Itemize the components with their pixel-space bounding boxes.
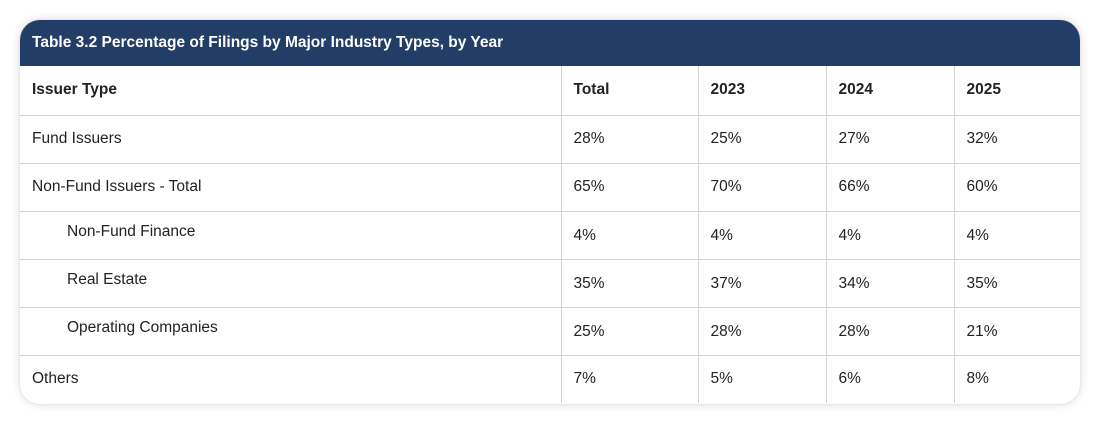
row-label-indented: Operating Companies <box>20 307 562 356</box>
row-label-indented: Non-Fund Finance <box>20 211 562 260</box>
cell-2025: 60% <box>954 163 1080 212</box>
cell-2023: 4% <box>698 211 827 260</box>
table-row: Non-Fund Finance 4% 4% 4% 4% <box>20 211 1080 260</box>
cell-2024: 66% <box>826 163 955 212</box>
cell-2023: 5% <box>698 355 827 403</box>
table-row: Real Estate 35% 37% 34% 35% <box>20 259 1080 308</box>
filings-table: Issuer Type Total 2023 2024 2025 Fund Is… <box>20 66 1080 403</box>
cell-2023: 25% <box>698 115 827 164</box>
cell-2025: 8% <box>966 370 989 388</box>
cell-2024: 4% <box>826 211 955 260</box>
cell-2024: 34% <box>826 259 955 308</box>
cell-2025: 35% <box>954 259 1080 308</box>
cell-total: 7% <box>561 355 699 403</box>
column-header-total: Total <box>561 66 699 116</box>
table-card: Table 3.2 Percentage of Filings by Major… <box>20 20 1080 404</box>
cell-total: 35% <box>561 259 699 308</box>
column-header-2025: 2025 <box>954 66 1080 116</box>
row-label: Non-Fund Issuers - Total <box>20 163 562 212</box>
cell-2025: 21% <box>954 307 1080 356</box>
table-row: Fund Issuers 28% 25% 27% 32% <box>20 115 1080 164</box>
table-row: Non-Fund Issuers - Total 65% 70% 66% 60% <box>20 163 1080 212</box>
table-title: Table 3.2 Percentage of Filings by Major… <box>20 20 1080 66</box>
cell-total: 25% <box>561 307 699 356</box>
cell-2023: 70% <box>698 163 827 212</box>
row-label: Others <box>20 355 562 403</box>
cell-total: 28% <box>561 115 699 164</box>
cell-2024: 6% <box>826 355 955 403</box>
cell-total: 65% <box>561 163 699 212</box>
cell-2023: 37% <box>698 259 827 308</box>
table-row: Operating Companies 25% 28% 28% 21% <box>20 307 1080 356</box>
cell-2023: 28% <box>698 307 827 356</box>
column-header-2023: 2023 <box>698 66 827 116</box>
table-row: Others 7% 5% 6% 8% <box>20 355 1080 403</box>
cell-total: 4% <box>561 211 699 260</box>
cell-2024: 27% <box>826 115 955 164</box>
cell-2025: 32% <box>954 115 1080 164</box>
cell-2025: 4% <box>954 211 1080 260</box>
table-header-row: Issuer Type Total 2023 2024 2025 <box>20 66 1080 116</box>
cell-2024: 28% <box>826 307 955 356</box>
column-header-issuer-type: Issuer Type <box>20 66 562 116</box>
row-label: Fund Issuers <box>20 115 562 164</box>
column-header-2024: 2024 <box>826 66 955 116</box>
row-label-indented: Real Estate <box>20 259 562 308</box>
